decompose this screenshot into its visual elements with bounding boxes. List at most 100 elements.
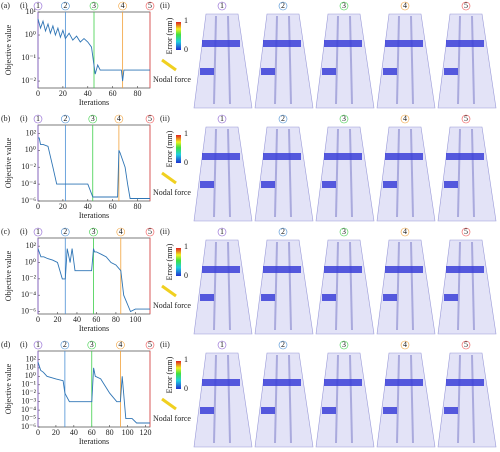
beam	[202, 153, 240, 160]
structure-frame	[254, 13, 314, 109]
panel-label: (d)	[1, 340, 11, 349]
y-tick-label: 10¹	[26, 7, 37, 16]
structure-post	[396, 128, 400, 218]
beam	[324, 153, 362, 160]
column-label: 2	[281, 340, 285, 349]
structure-frame	[437, 13, 497, 109]
marker-label: 5	[148, 1, 152, 10]
x-tick-label: 80	[134, 202, 142, 211]
marker-badge	[116, 227, 126, 237]
column-label: 1	[220, 1, 224, 10]
colorbar	[176, 248, 181, 276]
y-tick-label: 10⁻²	[21, 162, 36, 171]
structure-post	[274, 128, 278, 218]
beam	[263, 379, 301, 386]
structure-frame	[437, 239, 497, 335]
y-tick-label: 10⁻¹	[21, 380, 36, 389]
column-badge	[339, 340, 349, 350]
structure-post	[471, 354, 475, 444]
structure-frame	[315, 126, 375, 222]
column-label: 2	[281, 1, 285, 10]
structure-post	[213, 241, 217, 331]
beam	[385, 266, 423, 273]
structure-post	[471, 15, 475, 105]
y-tick-label: 10⁻⁶	[21, 306, 36, 315]
beam	[383, 181, 397, 188]
structure-post	[396, 15, 400, 105]
colorbar-min: 0	[184, 384, 188, 393]
column-badge	[217, 227, 227, 237]
beam	[444, 68, 458, 75]
x-tick-label: 80	[106, 428, 114, 437]
objective-line	[37, 248, 150, 313]
sub-label: (i)	[20, 114, 28, 123]
marker-badge	[33, 1, 43, 11]
structure-post	[396, 354, 400, 444]
marker-label: 1	[36, 340, 40, 349]
column-label: 4	[403, 227, 407, 236]
structure-post	[457, 241, 461, 331]
column-label: 3	[342, 1, 346, 10]
marker-label: 2	[63, 114, 67, 123]
structure-post	[227, 241, 231, 331]
y-axis-label: Objective value	[4, 363, 13, 414]
x-tick-label: 60	[109, 202, 117, 211]
marker-label: 3	[92, 227, 96, 236]
marker-badge	[33, 340, 43, 350]
y-tick-label: 10⁰	[25, 257, 36, 266]
structure-frame	[437, 352, 497, 448]
column-label: 4	[403, 1, 407, 10]
force-label: Nodal force	[153, 301, 191, 310]
sub-label: (ii)	[160, 340, 170, 349]
objective-line	[37, 361, 150, 424]
x-tick-label: 0	[36, 89, 40, 98]
beam	[322, 181, 336, 188]
x-tick-label: 120	[140, 428, 152, 437]
colorbar-title: Error (mm)	[165, 356, 174, 393]
x-tick-label: 20	[52, 428, 60, 437]
x-axis-label: Iterations	[79, 324, 109, 333]
y-tick-label: 10²	[26, 128, 37, 137]
x-tick-label: 60	[88, 428, 96, 437]
y-tick-label: 10⁻⁶	[21, 422, 36, 431]
column-badge	[461, 114, 471, 124]
colorbar-title: Error (mm)	[165, 17, 174, 54]
y-tick-label: 10⁻²	[21, 274, 36, 283]
x-tick-label: 0	[36, 315, 40, 324]
colorbar	[176, 135, 181, 163]
marker-label: 2	[63, 227, 67, 236]
structure-frame	[376, 13, 436, 109]
y-tick-label: 10⁻⁴	[21, 290, 36, 299]
y-tick-label: 10²	[26, 354, 37, 363]
force-arrow	[161, 171, 177, 185]
plot-frame	[37, 124, 151, 202]
column-label: 1	[220, 340, 224, 349]
panel-label: (b)	[1, 114, 11, 123]
marker-label: 5	[148, 114, 152, 123]
force-arrow	[161, 284, 177, 298]
column-badge	[461, 340, 471, 350]
sub-label: (ii)	[160, 1, 170, 10]
x-tick-label: 20	[59, 89, 67, 98]
beam	[261, 407, 275, 414]
structure-post	[213, 354, 217, 444]
colorbar-max: 1	[184, 129, 188, 138]
marker-badge	[118, 1, 127, 11]
marker-badge	[114, 114, 124, 124]
column-label: 3	[342, 227, 346, 236]
marker-badge	[89, 227, 98, 237]
y-axis-label: Objective value	[4, 250, 13, 301]
structure-post	[410, 15, 414, 105]
marker-label: 5	[148, 340, 152, 349]
colorbar-max: 1	[184, 16, 188, 25]
beam	[324, 40, 362, 47]
objective-line	[37, 18, 150, 82]
x-tick-label: 40	[70, 428, 78, 437]
structure-post	[410, 241, 414, 331]
structure-post	[335, 15, 339, 105]
sub-label: (i)	[20, 227, 28, 236]
marker-badge	[61, 1, 70, 11]
colorbar-title: Error (mm)	[165, 243, 174, 280]
structure-post	[457, 15, 461, 105]
column-badge	[339, 227, 349, 237]
